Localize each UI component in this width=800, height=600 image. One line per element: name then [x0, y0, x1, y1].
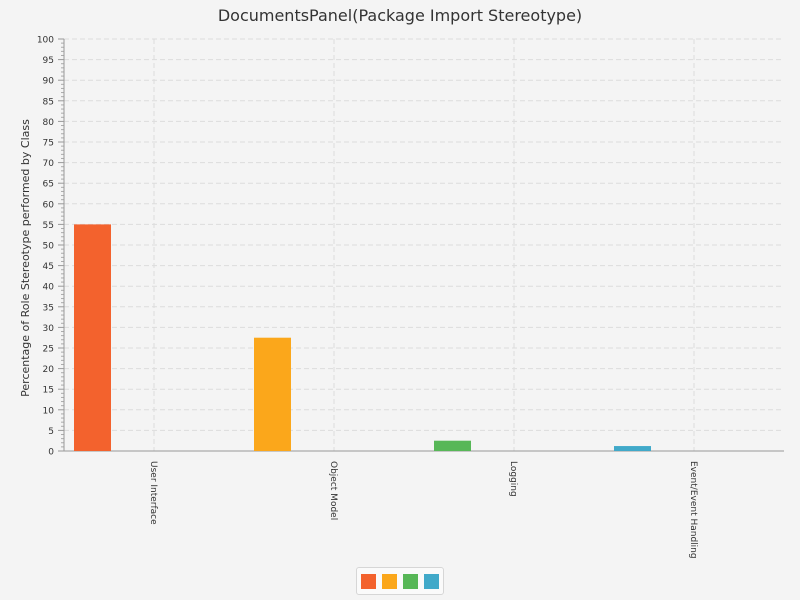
grid — [64, 38, 784, 451]
y-tick-label: 65 — [43, 180, 54, 190]
y-tick-label: 70 — [43, 159, 55, 169]
bars — [74, 224, 651, 451]
y-axis-title: Percentage of Role Stereotype performed … — [19, 119, 32, 397]
y-tick-label: 0 — [48, 448, 54, 458]
legend-swatch-2 — [403, 573, 418, 589]
labels: 0 5 10 15 20 25 30 35 40 45 50 55 60 65 70 75 80 85 90 95 10… — [19, 36, 698, 559]
axes — [58, 38, 784, 452]
legend-swatch-1 — [382, 573, 397, 589]
x-tick-label: User Interface — [148, 461, 158, 525]
x-tick-label: Object Model — [328, 461, 338, 520]
legend-swatch-3 — [424, 573, 439, 589]
bar-2 — [434, 440, 471, 451]
y-tick-label: 40 — [43, 283, 55, 293]
y-tick-label: 60 — [43, 200, 55, 210]
y-tick-label: 45 — [43, 262, 54, 272]
y-tick-label: 95 — [43, 56, 54, 66]
y-tick-label: 90 — [43, 77, 55, 87]
y-tick-label: 35 — [43, 303, 54, 313]
y-tick-label: 85 — [43, 97, 54, 107]
legend-swatch-0 — [361, 573, 376, 589]
y-tick-label: 5 — [48, 427, 54, 437]
y-tick-label: 10 — [43, 406, 55, 416]
y-tick-label: 100 — [37, 36, 54, 46]
y-tick-label: 80 — [43, 118, 55, 128]
y-tick-label: 20 — [43, 365, 55, 375]
bar-3 — [614, 446, 651, 451]
legend — [356, 567, 444, 595]
y-tick-label: 25 — [43, 345, 54, 355]
bar-1 — [254, 337, 291, 451]
x-tick-label: Logging — [508, 461, 518, 497]
y-tick-label: 50 — [43, 242, 55, 252]
y-tick-label: 30 — [43, 324, 55, 334]
chart-title: DocumentsPanel(Package Import Stereotype… — [217, 6, 583, 25]
y-tick-label: 15 — [43, 386, 54, 396]
bar-0 — [74, 224, 111, 451]
y-tick-label: 55 — [43, 221, 54, 231]
y-tick-label: 75 — [43, 139, 54, 149]
x-tick-label: Event/Event Handling — [688, 461, 698, 559]
